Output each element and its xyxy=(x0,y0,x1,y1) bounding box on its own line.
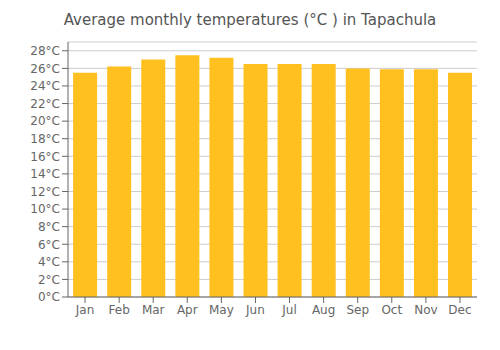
svg-text:Mar: Mar xyxy=(142,303,165,317)
svg-text:May: May xyxy=(209,303,234,317)
svg-text:4°C: 4°C xyxy=(38,255,60,269)
svg-text:Feb: Feb xyxy=(109,303,130,317)
html-text:Average monthly temperatures (: Average monthly temperatures (°C ) in Ta… xyxy=(63,11,437,29)
svg-text:6°C: 6°C xyxy=(38,238,60,252)
svg-text:2°C: 2°C xyxy=(38,273,60,287)
svg-text:18°C: 18°C xyxy=(30,132,60,146)
svg-text:14°C: 14°C xyxy=(30,167,60,181)
svg-text:Jun: Jun xyxy=(245,303,265,317)
svg-text:Sep: Sep xyxy=(346,303,369,317)
svg-text:22°C: 22°C xyxy=(30,97,60,111)
svg-text:24°C: 24°C xyxy=(30,79,60,93)
svg-text:12°C: 12°C xyxy=(30,185,60,199)
svg-text:0°C: 0°C xyxy=(38,290,60,304)
svg-text:Nov: Nov xyxy=(414,303,437,317)
svg-text:Dec: Dec xyxy=(448,303,471,317)
svg-text:Apr: Apr xyxy=(177,303,198,317)
svg-text:Oct: Oct xyxy=(381,303,402,317)
svg-text:Jul: Jul xyxy=(281,303,296,317)
svg-text:28°C: 28°C xyxy=(30,44,60,58)
svg-text:Aug: Aug xyxy=(312,303,335,317)
svg-text:8°C: 8°C xyxy=(38,220,60,234)
svg-text:16°C: 16°C xyxy=(30,150,60,164)
svg-text:Jan: Jan xyxy=(75,303,95,317)
svg-text:20°C: 20°C xyxy=(30,114,60,128)
svg-text:26°C: 26°C xyxy=(30,62,60,76)
svg-text:10°C: 10°C xyxy=(30,202,60,216)
